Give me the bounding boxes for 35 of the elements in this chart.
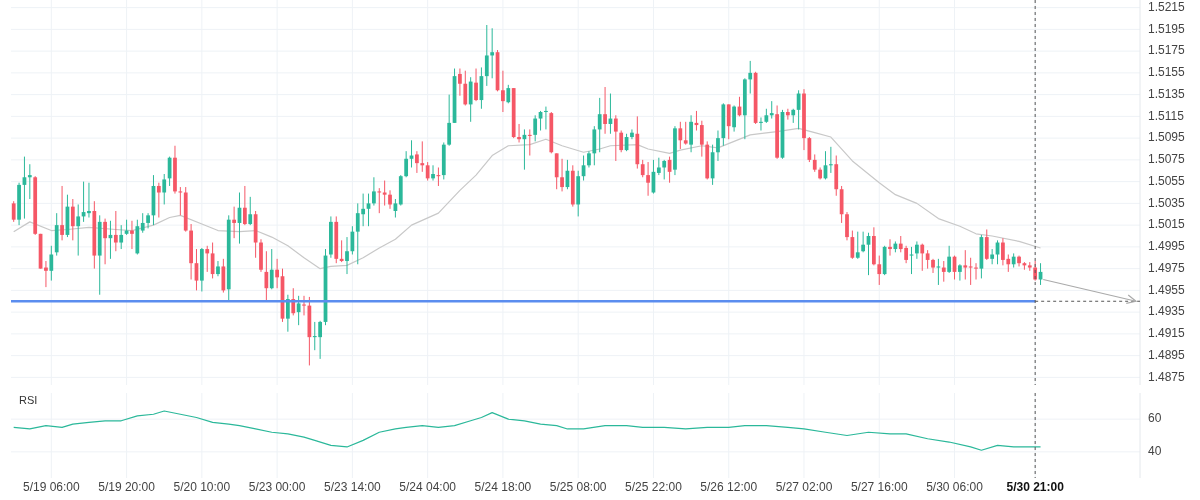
- x-tick-label: 5/30 21:00: [1006, 480, 1065, 495]
- y-tick-label: 1.5155: [1148, 65, 1186, 80]
- x-tick-label: 5/23 00:00: [248, 480, 306, 495]
- x-tick-label: 5/26 12:00: [700, 480, 758, 495]
- y-tick-label: 1.4935: [1148, 304, 1186, 319]
- y-tick-label: 1.5035: [1148, 195, 1186, 210]
- x-tick-label: 5/23 14:00: [324, 480, 382, 495]
- y-tick-label: 1.4995: [1148, 239, 1186, 254]
- x-tick-label: 5/27 16:00: [850, 480, 908, 495]
- y-tick-label: 1.4915: [1148, 326, 1186, 341]
- x-tick-label: 5/19 06:00: [22, 480, 81, 495]
- y-tick-label: 1.5135: [1148, 86, 1186, 101]
- y-tick-label: 60: [1148, 411, 1162, 426]
- y-tick-label: 1.5055: [1148, 173, 1186, 188]
- x-tick-label: 5/30 06:00: [926, 480, 984, 495]
- y-tick-label: 1.5015: [1148, 217, 1186, 232]
- x-tick-label: 5/24 18:00: [474, 480, 532, 495]
- y-tick-label: 1.4875: [1148, 369, 1186, 384]
- y-tick-label: 1.5215: [1148, 0, 1186, 14]
- x-tick-label: 5/27 02:00: [775, 480, 833, 495]
- x-tick-label: 5/19 20:00: [98, 480, 156, 495]
- y-tick-label: 1.5075: [1148, 152, 1186, 167]
- y-tick-label: 1.5195: [1148, 21, 1186, 36]
- chart-title: RSI: [19, 393, 38, 406]
- x-tick-label: 5/25 08:00: [549, 480, 607, 495]
- x-tick-label: 5/20 10:00: [173, 480, 231, 495]
- x-tick-label: 5/24 04:00: [399, 480, 457, 495]
- y-tick-label: 1.4955: [1148, 282, 1186, 297]
- y-tick-label: 1.5115: [1148, 108, 1185, 123]
- y-tick-label: 1.5175: [1148, 43, 1186, 58]
- y-tick-label: 1.5095: [1148, 130, 1186, 145]
- y-tick-label: 40: [1148, 444, 1162, 459]
- y-tick-label: 1.4975: [1148, 260, 1186, 275]
- y-tick-label: 1.4895: [1148, 347, 1186, 362]
- x-tick-label: 5/25 22:00: [625, 480, 683, 495]
